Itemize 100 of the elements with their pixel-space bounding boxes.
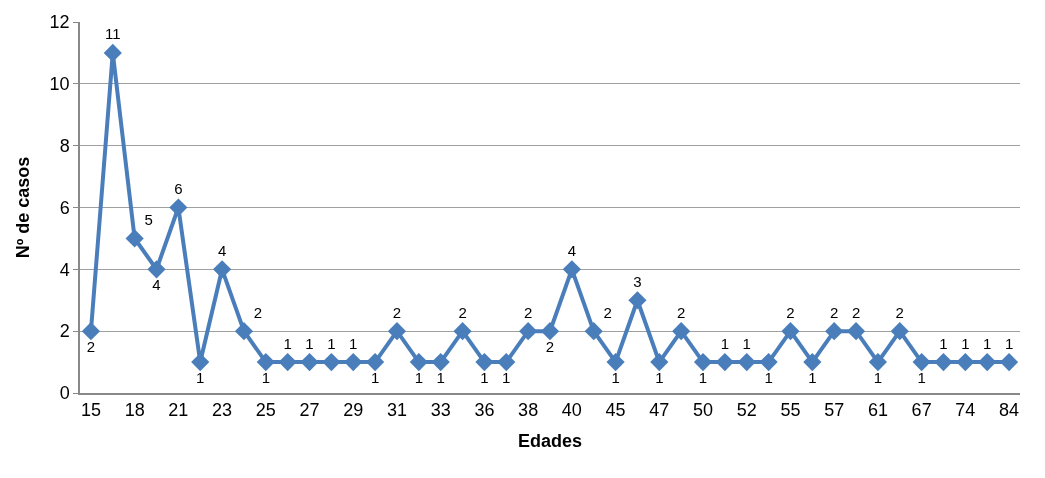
point	[344, 352, 363, 372]
data-label: 1	[349, 334, 358, 352]
x-tick-label: 57	[824, 400, 845, 421]
point	[978, 352, 997, 372]
point	[672, 322, 691, 341]
point	[191, 352, 210, 372]
point	[300, 352, 319, 372]
data-label: 2	[86, 338, 96, 356]
data-label: 1	[873, 369, 883, 387]
data-label: 1	[961, 334, 970, 352]
x-tick-label: 38	[518, 400, 539, 421]
data-label: 1	[261, 369, 270, 387]
data-label: 1	[502, 369, 511, 387]
data-label: 1	[480, 369, 489, 387]
x-tick-label: 45	[605, 400, 626, 421]
x-tick-label: 23	[212, 400, 233, 421]
point	[825, 322, 844, 341]
data-label: 1	[983, 334, 992, 352]
x-tick-label: 15	[80, 400, 101, 421]
point	[519, 322, 538, 341]
data-label: 2	[895, 303, 904, 321]
data-label: 4	[567, 241, 577, 259]
x-tick-label: 33	[430, 400, 451, 421]
data-label: 6	[174, 180, 183, 197]
y-axis-title: Nº de casos	[13, 156, 34, 259]
point	[868, 352, 888, 372]
point	[956, 352, 975, 372]
data-label: 1	[655, 369, 664, 387]
data-label: 1	[808, 369, 817, 387]
y-tick-label: 12	[49, 12, 70, 33]
point	[366, 352, 385, 372]
data-label: 2	[851, 303, 861, 321]
data-label: 2	[676, 303, 686, 321]
point	[606, 352, 625, 372]
data-label: 1	[939, 334, 948, 352]
point	[387, 322, 407, 341]
data-label: 1	[1004, 334, 1014, 352]
data-label: 1	[917, 369, 926, 387]
point	[584, 322, 603, 341]
y-tick-label: 0	[59, 383, 70, 404]
x-tick-label: 18	[124, 400, 145, 421]
point	[715, 352, 734, 372]
point	[803, 352, 822, 372]
x-tick-label: 36	[474, 400, 495, 421]
data-label: 2	[458, 303, 467, 321]
y-tick-label: 2	[59, 321, 70, 342]
data-label: 1	[283, 334, 292, 352]
data-label: 4	[152, 276, 161, 294]
data-label: 2	[603, 303, 612, 321]
point	[890, 322, 909, 341]
x-tick-label: 27	[299, 400, 320, 421]
data-label: 2	[392, 303, 402, 321]
data-label: 1	[327, 334, 336, 352]
x-tick-label: 31	[386, 400, 407, 421]
x-tick-label: 50	[693, 400, 714, 421]
data-label: 1	[611, 369, 620, 387]
point	[999, 352, 1019, 372]
data-label: 3	[633, 272, 642, 290]
data-label: 1	[370, 369, 380, 387]
point	[562, 260, 581, 279]
data-label: 2	[830, 303, 839, 321]
x-tick-label: 47	[649, 400, 670, 421]
data-label: 1	[305, 334, 314, 352]
x-tick-label: 52	[736, 400, 757, 421]
point	[431, 352, 450, 372]
x-tick-label: 21	[168, 400, 189, 421]
point	[212, 260, 232, 279]
x-tick-label: 55	[780, 400, 801, 421]
point	[125, 229, 144, 248]
point	[540, 322, 560, 341]
point	[453, 322, 472, 341]
data-label: 1	[414, 369, 424, 387]
x-tick-label: 61	[867, 400, 888, 421]
data-label: 11	[105, 25, 121, 43]
x-tick-label: 74	[955, 400, 976, 421]
data-label: 1	[436, 369, 445, 387]
point	[475, 352, 494, 372]
point	[234, 322, 254, 341]
point	[759, 352, 778, 372]
point	[934, 352, 953, 372]
point	[256, 352, 275, 372]
x-tick-label: 29	[343, 400, 364, 421]
data-label: 1	[196, 369, 205, 387]
data-label: 2	[786, 303, 795, 321]
point	[497, 352, 516, 372]
x-tick-label: 67	[911, 400, 932, 421]
point	[693, 352, 713, 372]
data-label: 4	[217, 241, 227, 259]
data-label: 1	[698, 369, 708, 387]
point	[81, 322, 101, 341]
point	[103, 43, 122, 63]
y-tick-label: 6	[59, 197, 70, 218]
x-tick-label: 25	[255, 400, 276, 421]
point	[846, 322, 866, 341]
point	[737, 352, 756, 372]
point	[409, 352, 428, 372]
x-axis-title: Edades	[517, 430, 583, 451]
data-label: 5	[144, 210, 153, 228]
data-label: 1	[742, 334, 751, 352]
y-tick-label: 10	[49, 74, 70, 95]
